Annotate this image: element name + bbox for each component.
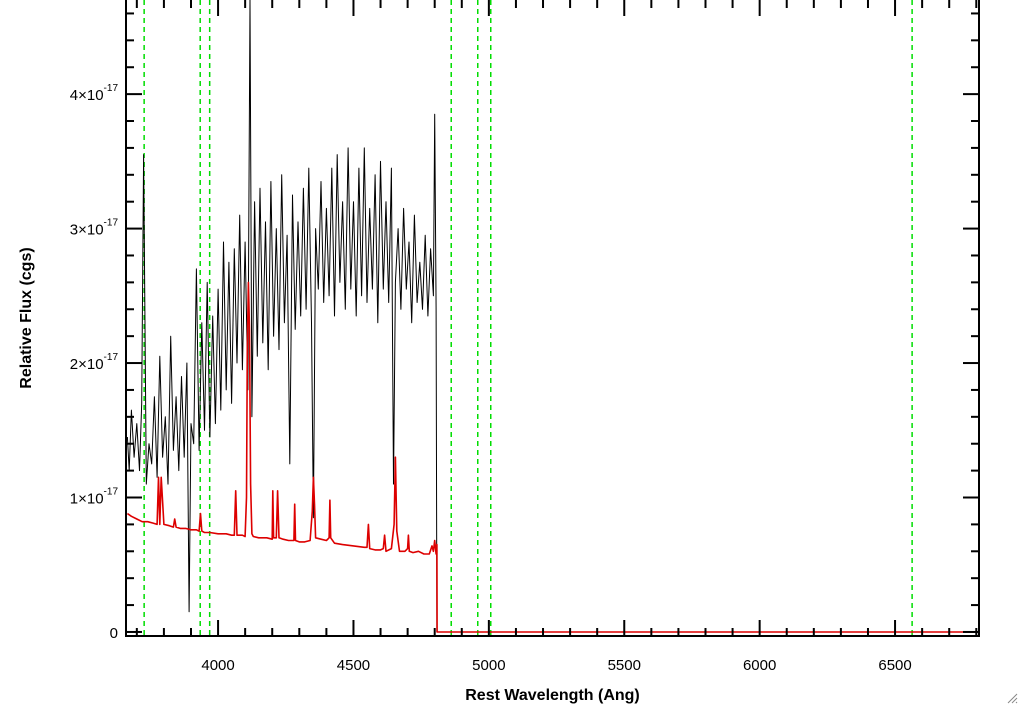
emission-line-markers bbox=[143, 0, 913, 636]
x-tick-label: 4500 bbox=[337, 657, 370, 674]
series-line-1 bbox=[126, 0, 438, 633]
y-tick-label: 3×10-17 bbox=[70, 218, 119, 239]
x-tick-labels: 4000 4500 5000 5500 6000 6500 bbox=[201, 657, 911, 674]
y-tick-label: 4×10-17 bbox=[70, 83, 119, 104]
series-line-2 bbox=[126, 281, 979, 633]
x-tick-label: 6000 bbox=[743, 657, 776, 674]
resize-grip-icon[interactable] bbox=[1006, 692, 1018, 704]
x-axis-label: Rest Wavelength (Ang) bbox=[465, 687, 640, 704]
spectrum-series bbox=[126, 0, 979, 633]
x-tick-label: 4000 bbox=[201, 657, 234, 674]
y-tick-label: 0 bbox=[110, 625, 118, 642]
x-tick-label: 5500 bbox=[608, 657, 641, 674]
axis-ticks bbox=[126, 0, 979, 636]
x-tick-label: 6500 bbox=[878, 657, 911, 674]
plot-frame bbox=[125, 0, 980, 637]
y-tick-labels: 0 1×10-17 2×10-17 3×10-17 4×10-17 bbox=[70, 83, 119, 642]
y-tick-label: 2×10-17 bbox=[70, 352, 119, 373]
y-axis-label: Relative Flux (cgs) bbox=[18, 247, 35, 388]
x-tick-label: 5000 bbox=[472, 657, 505, 674]
y-tick-label: 1×10-17 bbox=[70, 487, 119, 508]
